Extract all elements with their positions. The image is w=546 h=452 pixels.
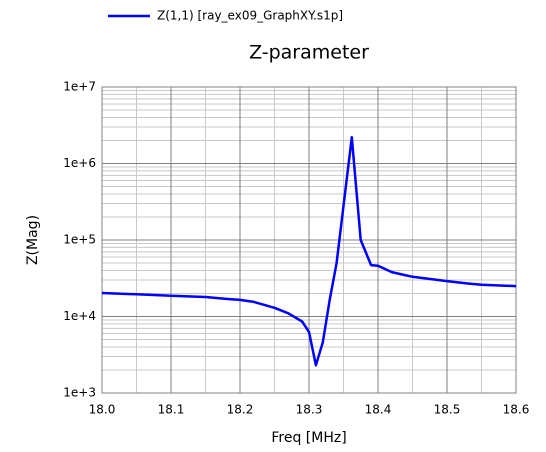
y-tick-label: 1e+5 (63, 233, 96, 247)
x-axis-label: Freq [MHz] (271, 430, 346, 446)
x-tick-label: 18.2 (227, 403, 254, 417)
legend-label: Z(1,1) [ray_ex09_GraphXY.s1p] (157, 9, 343, 23)
chart-title: Z-parameter (249, 42, 369, 64)
y-tick-label: 1e+4 (63, 309, 96, 323)
x-tick-label: 18.5 (434, 403, 461, 417)
x-tick-label: 18.0 (89, 403, 116, 417)
x-tick-label: 18.1 (158, 403, 185, 417)
y-axis-label: Z(Mag) (25, 215, 41, 265)
x-tick-label: 18.4 (365, 403, 392, 417)
plot-frame (101, 86, 517, 394)
x-tick-label: 18.3 (296, 403, 323, 417)
y-tick-label: 1e+3 (63, 386, 96, 400)
x-tick-label: 18.6 (503, 403, 530, 417)
data-line (101, 136, 517, 367)
y-tick-label: 1e+7 (63, 80, 96, 94)
y-tick-label: 1e+6 (63, 156, 96, 170)
